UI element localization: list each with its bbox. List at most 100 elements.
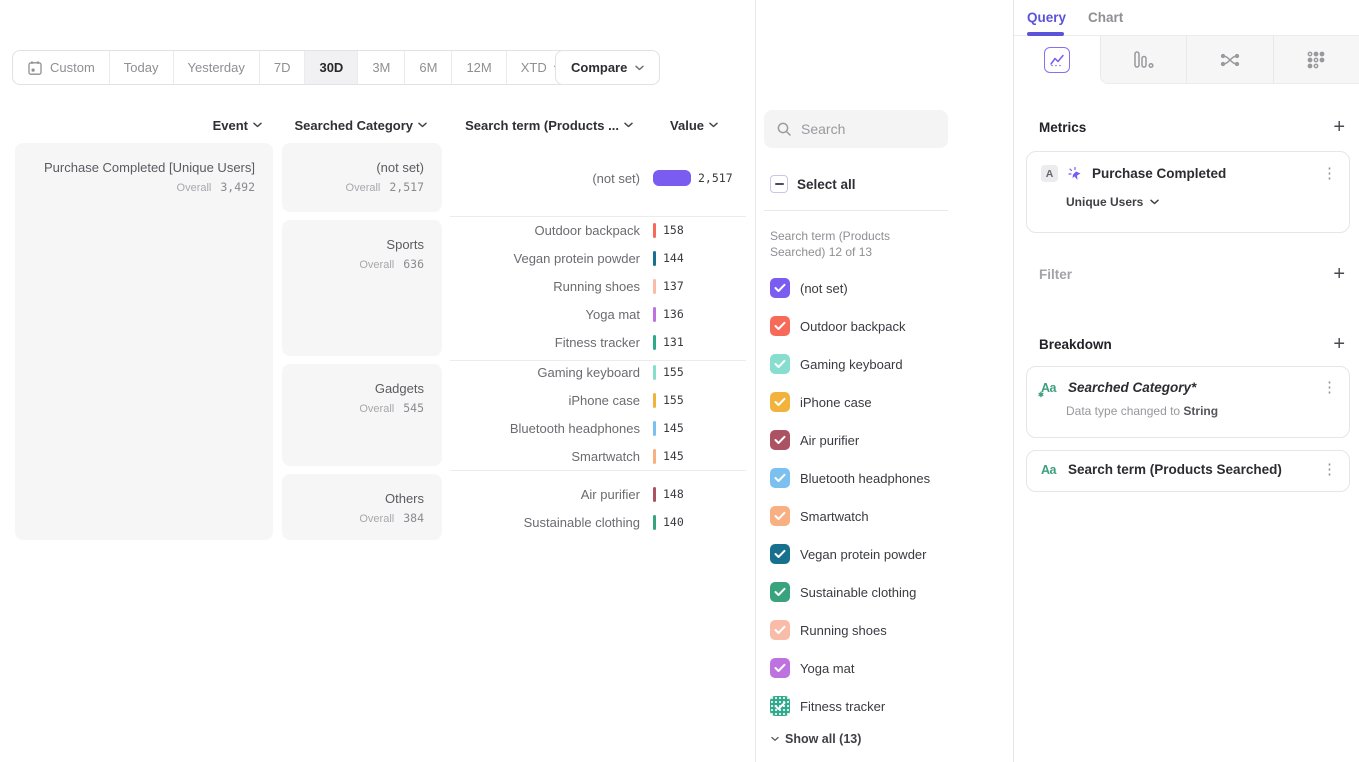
compare-button[interactable]: Compare [555,50,661,85]
legend-item[interactable]: Outdoor backpack [770,307,930,345]
legend-item[interactable]: (not set) [770,269,930,307]
tab-query[interactable]: Query [1027,10,1067,25]
date-range-today[interactable]: Today [108,51,173,84]
category-name: (not set) [376,160,424,175]
tab-insights[interactable] [1014,36,1100,84]
indeterminate-checkbox-icon [770,175,788,193]
value-bar [653,306,656,322]
legend-item[interactable]: Bluetooth headphones [770,459,930,497]
date-range-custom[interactable]: Custom [13,51,109,84]
term-value: 137 [663,279,684,293]
tab-flows[interactable] [1186,36,1273,84]
legend-item[interactable]: Running shoes [770,611,930,649]
add-breakdown-button[interactable]: + [1333,333,1345,355]
value-bar [653,420,656,436]
date-range-30d[interactable]: 30D [304,51,358,84]
column-header-search-term[interactable]: Search term (Products ... [450,116,633,134]
legend-item[interactable]: Sustainable clothing [770,573,930,611]
more-options-icon[interactable]: ⋮ [1322,164,1337,182]
term-row[interactable]: Smartwatch 145 [450,442,750,470]
term-row[interactable]: Vegan protein powder 144 [450,244,750,272]
category-cell[interactable]: (not set) Overall 2,517 [282,143,442,212]
measure-select[interactable]: Unique Users [1066,195,1349,209]
column-header-event[interactable]: Event [120,116,262,134]
select-all-checkbox[interactable]: Select all [770,175,856,193]
term-row[interactable]: Running shoes 137 [450,272,750,300]
term-value: 140 [663,515,684,529]
date-range-7d[interactable]: 7D [258,51,305,84]
show-all-button[interactable]: Show all (13) [771,732,861,746]
legend-item[interactable]: Vegan protein powder [770,535,930,573]
event-cell[interactable]: Purchase Completed [Unique Users] Overal… [15,143,273,540]
checkbox-checked-icon [770,544,790,564]
category-cell[interactable]: Sports Overall 636 [282,220,442,356]
term-row[interactable]: Air purifier 148 [450,480,750,508]
date-range-yesterday[interactable]: Yesterday [172,51,259,84]
term-row[interactable]: iPhone case 155 [450,386,750,414]
category-name: Sports [386,237,424,252]
active-tab-indicator [1027,32,1064,36]
checkbox-checked-icon [770,582,790,602]
term-row[interactable]: Outdoor backpack 158 [450,216,750,244]
term-value: 136 [663,307,684,321]
term-value: 148 [663,487,684,501]
legend-item[interactable]: Air purifier [770,421,930,459]
term-row[interactable]: Sustainable clothing 140 [450,508,750,536]
checkbox-checked-icon [770,316,790,336]
term-label: Fitness tracker [554,334,640,350]
chevron-down-icon [771,736,779,742]
chevron-down-icon [1150,199,1160,205]
term-value: 155 [663,365,684,379]
term-row[interactable]: Gaming keyboard 155 [450,358,750,386]
legend-item[interactable]: Yoga mat [770,649,930,687]
breakdown-note: Data type changed to String [1066,404,1219,418]
category-cell[interactable]: Gadgets Overall 545 [282,364,442,466]
legend-item[interactable]: Smartwatch [770,497,930,535]
filter-heading: Filter [1039,266,1073,282]
add-filter-button[interactable]: + [1333,263,1345,285]
term-row[interactable]: Fitness tracker 131 [450,328,750,356]
select-all-label: Select all [797,176,856,192]
value-bar [653,364,656,380]
metrics-section-header: Metrics + [1039,117,1345,137]
metric-title: Purchase Completed [1092,166,1227,181]
more-options-icon[interactable]: ⋮ [1322,378,1337,396]
tab-chart[interactable]: Chart [1088,10,1124,25]
term-label: Air purifier [580,486,640,502]
checkbox-checked-icon [770,506,790,526]
search-input[interactable] [801,121,931,137]
breakdown-card[interactable]: Aa Search term (Products Searched) ⋮ [1026,450,1350,492]
more-options-icon[interactable]: ⋮ [1322,460,1337,478]
date-range-3m[interactable]: 3M [357,51,404,84]
query-panel: Query Chart [1013,0,1359,762]
value-bar [653,514,656,530]
column-header-value[interactable]: Value [640,116,718,134]
legend-items: (not set) Outdoor backpack Gaming keyboa… [770,269,930,725]
legend-item[interactable]: iPhone case [770,383,930,421]
term-value: 145 [663,421,684,435]
term-label: Yoga mat [585,306,640,322]
term-row[interactable]: (not set) 2,517 [450,164,750,192]
term-value: 145 [663,449,684,463]
metric-card[interactable]: A Purchase Completed ⋮ Unique Users [1026,151,1350,233]
add-metric-button[interactable]: + [1333,116,1345,138]
measure-label: Unique Users [1066,195,1144,209]
date-range-12m[interactable]: 12M [451,51,505,84]
legend-item[interactable]: Gaming keyboard [770,345,930,383]
metric-letter-badge: A [1041,165,1058,182]
term-row[interactable]: Bluetooth headphones 145 [450,414,750,442]
tab-funnels[interactable] [1099,36,1186,84]
term-row[interactable]: Yoga mat 136 [450,300,750,328]
value-bar [653,334,656,350]
term-group-sports: Outdoor backpack 158 Vegan protein powde… [450,216,750,356]
date-range-6m[interactable]: 6M [404,51,451,84]
legend-item[interactable]: Fitness tracker [770,687,930,725]
term-label: Smartwatch [571,448,640,464]
overall-label: Overall [176,182,212,194]
legend-search[interactable] [764,110,948,148]
column-header-category[interactable]: Searched Category [285,116,427,134]
breakdown-card[interactable]: Aa ✱ Searched Category* ⋮ Data type chang… [1026,366,1350,438]
tab-retention[interactable] [1272,36,1359,84]
category-cell[interactable]: Others Overall 384 [282,474,442,540]
date-range-label: Custom [50,60,95,75]
